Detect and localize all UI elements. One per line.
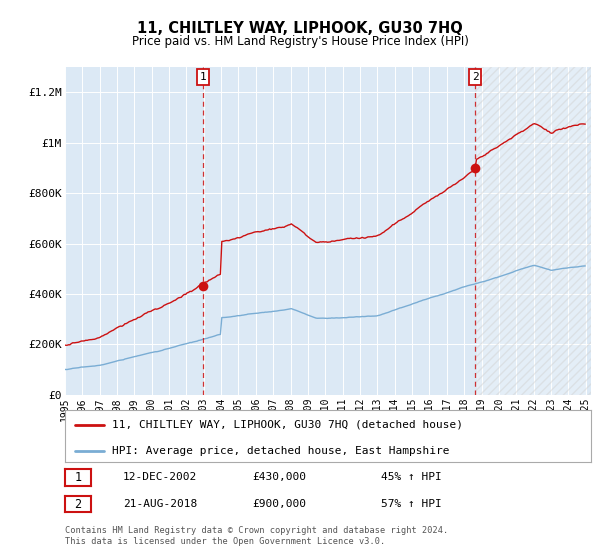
Text: HPI: Average price, detached house, East Hampshire: HPI: Average price, detached house, East…: [112, 446, 449, 456]
Bar: [475, 67, 591, 395]
Text: 2: 2: [472, 72, 479, 82]
Text: 12-DEC-2002: 12-DEC-2002: [123, 472, 197, 482]
Text: 11, CHILTLEY WAY, LIPHOOK, GU30 7HQ (detached house): 11, CHILTLEY WAY, LIPHOOK, GU30 7HQ (det…: [112, 420, 463, 430]
Text: Contains HM Land Registry data © Crown copyright and database right 2024.
This d: Contains HM Land Registry data © Crown c…: [65, 526, 448, 546]
Text: £430,000: £430,000: [252, 472, 306, 482]
Text: 11, CHILTLEY WAY, LIPHOOK, GU30 7HQ: 11, CHILTLEY WAY, LIPHOOK, GU30 7HQ: [137, 21, 463, 36]
Text: 1: 1: [200, 72, 206, 82]
Text: 45% ↑ HPI: 45% ↑ HPI: [381, 472, 442, 482]
Text: 57% ↑ HPI: 57% ↑ HPI: [381, 499, 442, 509]
Text: Price paid vs. HM Land Registry's House Price Index (HPI): Price paid vs. HM Land Registry's House …: [131, 35, 469, 48]
Text: 21-AUG-2018: 21-AUG-2018: [123, 499, 197, 509]
Text: 2: 2: [74, 497, 82, 511]
Text: £900,000: £900,000: [252, 499, 306, 509]
Text: 1: 1: [74, 470, 82, 484]
